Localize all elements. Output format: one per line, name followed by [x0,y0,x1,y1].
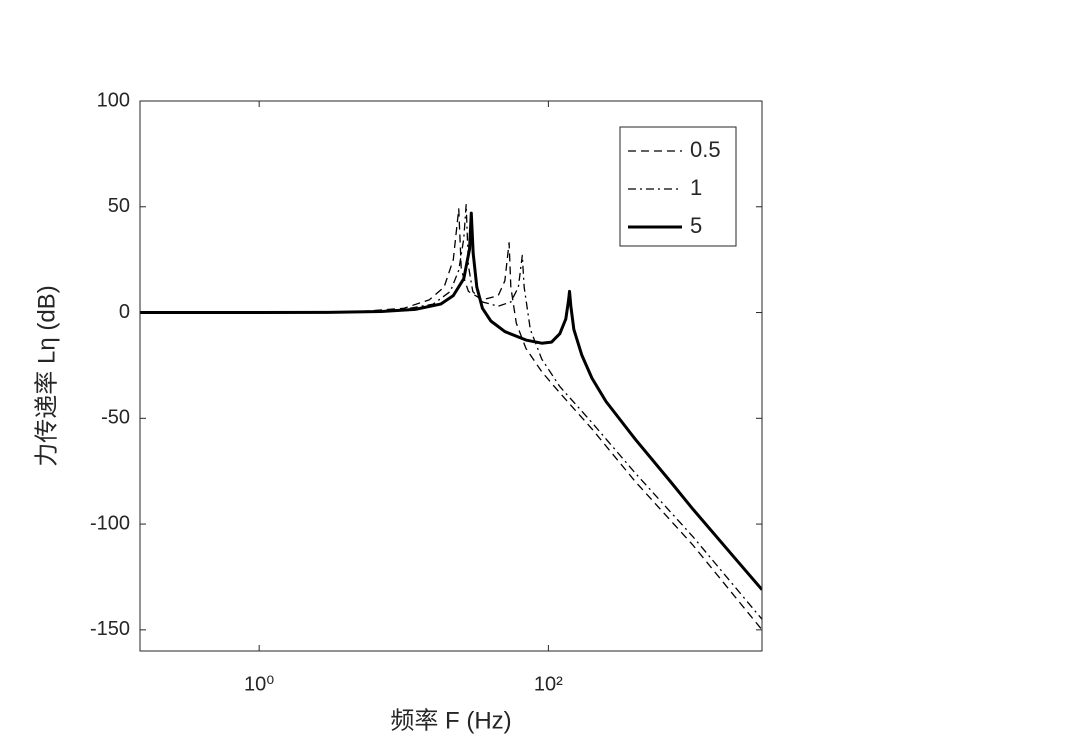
y-tick-label: 50 [108,195,130,217]
series-line [140,204,762,620]
y-tick-label: 100 [97,89,130,111]
y-tick-label: -150 [90,618,130,640]
x-axis-label: 频率 F (Hz) [390,707,511,734]
legend-label: 1 [690,175,702,200]
y-tick-label: -100 [90,512,130,534]
y-tick-label: 0 [119,301,130,323]
series-line [140,208,762,631]
y-tick-label: -50 [101,407,130,429]
series-line [140,211,762,591]
y-axis-label: 力传递率 Lη (dB) [33,285,60,466]
x-tick-label: 10² [534,673,563,695]
legend-label: 0.5 [690,137,721,162]
plot-frame [139,100,763,652]
legend-label: 5 [690,213,702,238]
x-tick-label: 10⁰ [244,673,274,695]
